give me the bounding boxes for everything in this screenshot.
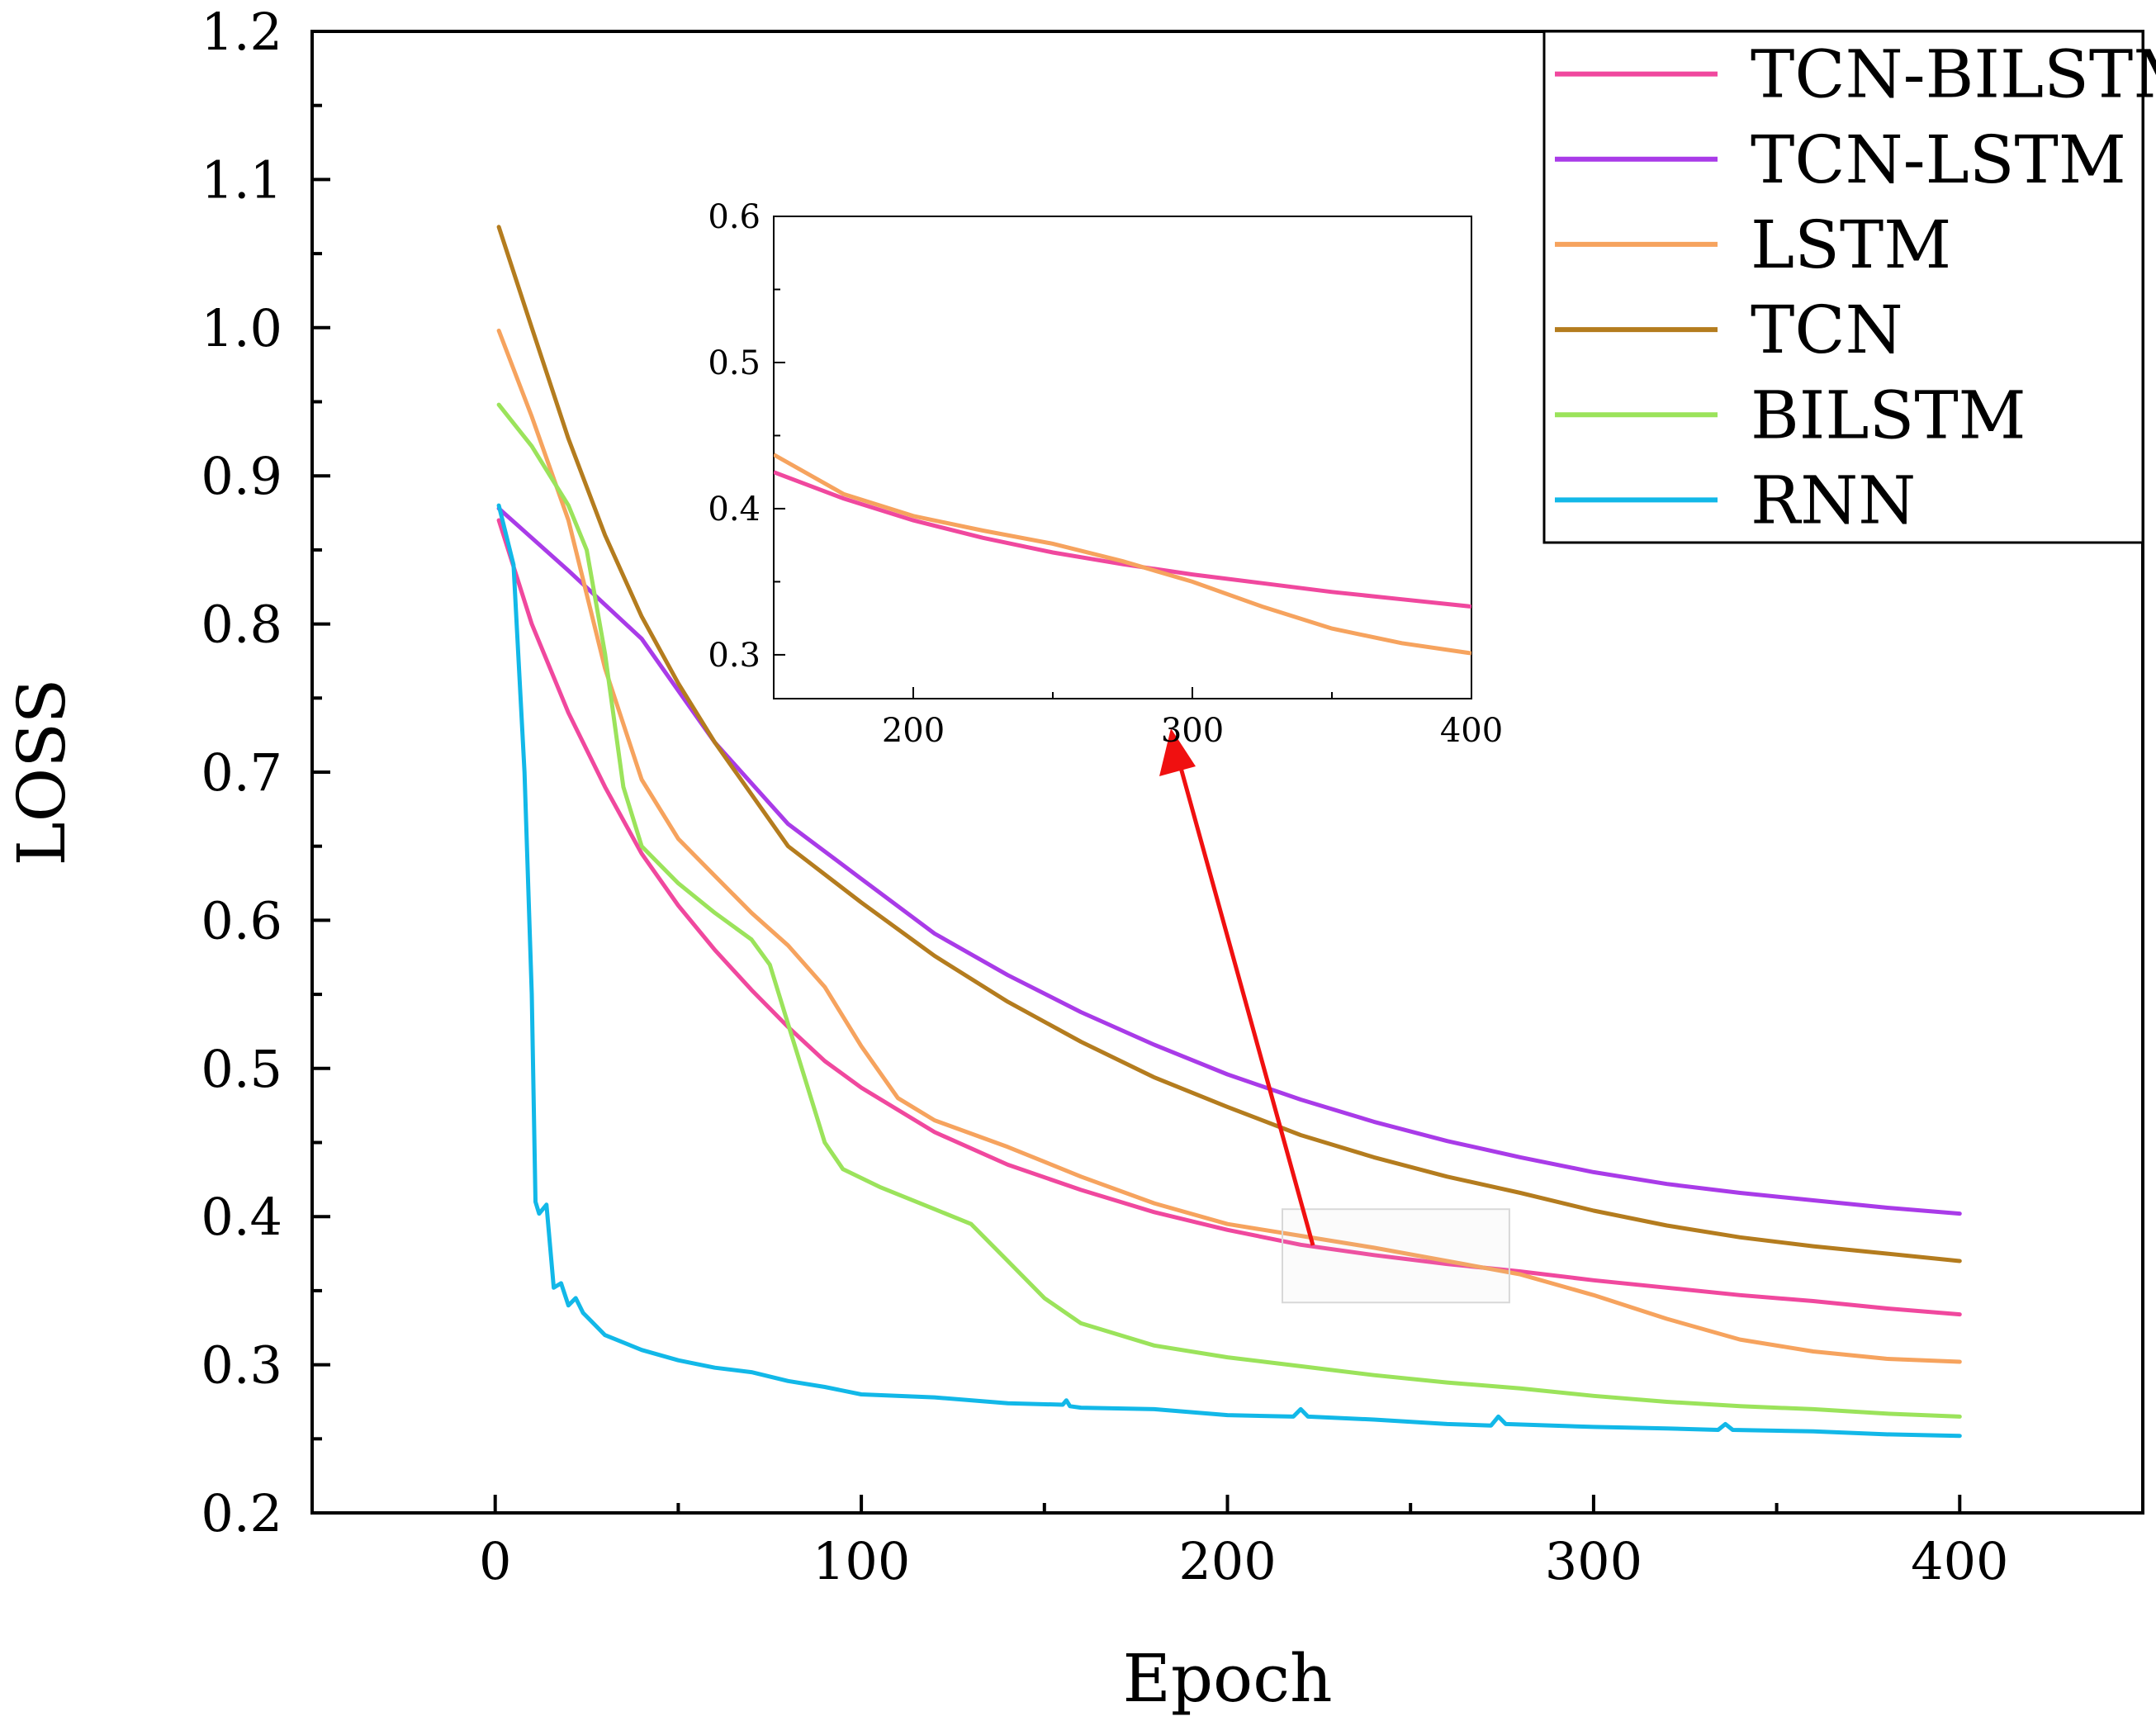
legend-box [1542,30,2144,544]
x-axis-label: Epoch [1122,1640,1332,1717]
legend-label: RNN [1751,462,1916,538]
x-tick-label: 400 [1911,1531,2008,1591]
inset-y-tick-label: 0.5 [708,344,761,382]
y-tick-label: 0.4 [201,1187,282,1247]
series-line-lstm [496,328,1962,1364]
x-tick-label: 300 [1545,1531,1642,1591]
y-tick-label: 1.1 [201,149,282,210]
legend-label: BILSTM [1751,377,2026,453]
series-line-tcn-lstm [496,506,1962,1216]
y-tick-label: 1.0 [201,298,282,358]
y-tick-label: 0.7 [201,742,282,803]
y-tick-label: 0.2 [201,1483,282,1543]
inset-series-line-tcn-bilstm [774,470,1471,609]
y-tick-label: 0.3 [201,1335,282,1396]
inset-y-tick-label: 0.4 [708,491,761,529]
arrow-shaft [1173,749,1315,1246]
y-tick-label: 0.6 [201,890,282,951]
inset-x-tick-label: 200 [882,712,945,750]
x-tick-label: 200 [1178,1531,1276,1591]
y-tick-label: 0.5 [201,1039,282,1099]
y-tick-label: 0.9 [201,446,282,506]
zoom-arrow [1159,728,1315,1246]
zoom-region-rect [1282,1208,1510,1304]
series-line-rnn [496,503,1962,1439]
inset-y-tick-label: 0.3 [708,637,761,675]
legend-label: TCN-LSTM [1751,121,2126,198]
series-line-bilstm [496,402,1962,1419]
x-tick-label: 100 [813,1531,910,1591]
inset-series-line-lstm [774,453,1471,656]
x-tick-label: 0 [479,1531,511,1591]
inset-x-tick-label: 400 [1440,712,1503,750]
zoom-box [1282,1208,1510,1304]
y-tick-label: 1.2 [201,2,282,62]
main-plot-frame [310,30,2144,1515]
legend-label: TCN [1751,292,1903,368]
inset-x-tick-label: 300 [1161,712,1224,750]
legend-label: LSTM [1751,206,1951,283]
series-line-tcn [496,225,1962,1263]
main-plot-lines [496,225,1962,1439]
main-plot-axes: 0 100 200 300 400 0.2 0.3 0.4 0.5 0.6 0.7 0.8 0.9 1.0… [201,2,2008,1591]
legend: TCN-BILSTM TCN-LSTM LSTM TCN BILSTM RNN [1542,30,2156,544]
inset-frame [773,216,1472,699]
inset-y-tick-label: 0.6 [708,198,761,236]
series-line-tcn-bilstm [496,518,1962,1317]
arrow-head [1159,728,1196,776]
legend-label: TCN-BILSTM [1751,36,2156,113]
y-axis-label: LOSS [3,679,80,866]
y-tick-label: 0.8 [201,595,282,655]
inset-plot: 200 300 400 0.3 0.4 0.5 0.6 [708,198,1503,750]
